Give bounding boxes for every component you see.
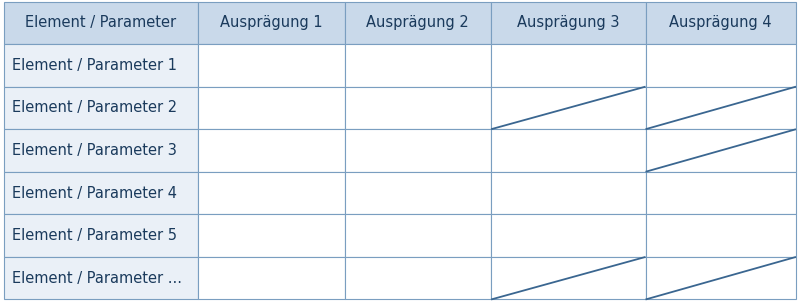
Text: Ausprägung 2: Ausprägung 2 [366,15,469,30]
Text: Ausprägung 3: Ausprägung 3 [517,15,619,30]
Bar [4,2,198,44]
Bar [491,44,646,87]
Bar [646,129,796,172]
Text: Element / Parameter 1: Element / Parameter 1 [12,58,177,73]
Text: Element / Parameter 2: Element / Parameter 2 [12,101,177,115]
Bar [491,87,646,129]
Bar [4,172,198,214]
Bar [345,214,491,257]
Bar [198,87,345,129]
Text: Element / Parameter 3: Element / Parameter 3 [12,143,177,158]
Bar [198,44,345,87]
Bar [198,2,345,44]
Bar [646,44,796,87]
Text: Element / Parameter ...: Element / Parameter ... [12,271,182,286]
Bar [198,257,345,299]
Bar [4,257,198,299]
Bar [491,214,646,257]
Bar [646,2,796,44]
Bar [491,2,646,44]
Bar [345,44,491,87]
Text: Element / Parameter 4: Element / Parameter 4 [12,186,177,200]
Text: Element / Parameter: Element / Parameter [26,15,177,30]
Text: Ausprägung 4: Ausprägung 4 [670,15,772,30]
Text: Element / Parameter 5: Element / Parameter 5 [12,228,177,243]
Bar [491,257,646,299]
Bar [198,214,345,257]
Bar [198,129,345,172]
Bar [491,129,646,172]
Bar [345,257,491,299]
Text: Ausprägung 1: Ausprägung 1 [220,15,322,30]
Bar [345,87,491,129]
Bar [4,214,198,257]
Bar [198,172,345,214]
Bar [4,87,198,129]
Bar [345,172,491,214]
Bar [4,44,198,87]
Bar [646,87,796,129]
Bar [646,172,796,214]
Bar [491,172,646,214]
Bar [4,129,198,172]
Bar [646,214,796,257]
Bar [646,257,796,299]
Bar [345,129,491,172]
Bar [345,2,491,44]
